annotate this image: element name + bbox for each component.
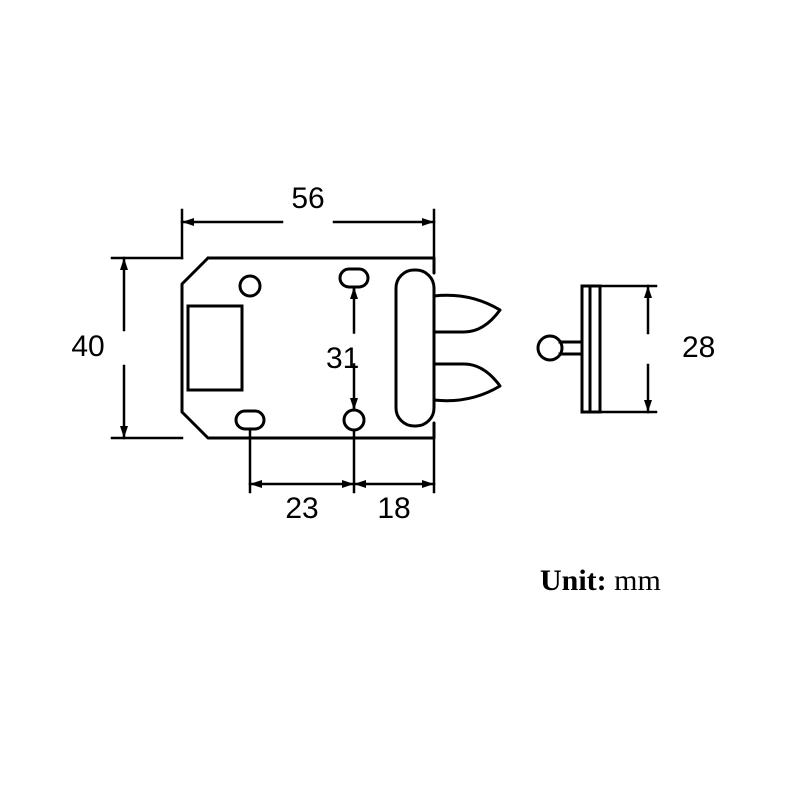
dim-23-label: 23 (285, 492, 318, 525)
dim-31-label: 31 (326, 342, 359, 375)
mounting-hole (240, 276, 260, 296)
dim-56 (182, 210, 434, 258)
dim-40 (112, 258, 182, 438)
dim-28-label: 28 (682, 331, 715, 364)
dim-40-label: 40 (71, 330, 104, 363)
plunger-claw (396, 270, 500, 426)
dim-28 (600, 286, 656, 412)
mounting-slot (340, 269, 368, 287)
dim-18-label: 18 (377, 492, 410, 525)
mounting-hole (344, 410, 364, 430)
dim-56-label: 56 (291, 182, 324, 215)
strike-plate (538, 286, 600, 412)
mounting-slot (236, 411, 264, 429)
unit-label: Unit: mm (540, 564, 661, 597)
